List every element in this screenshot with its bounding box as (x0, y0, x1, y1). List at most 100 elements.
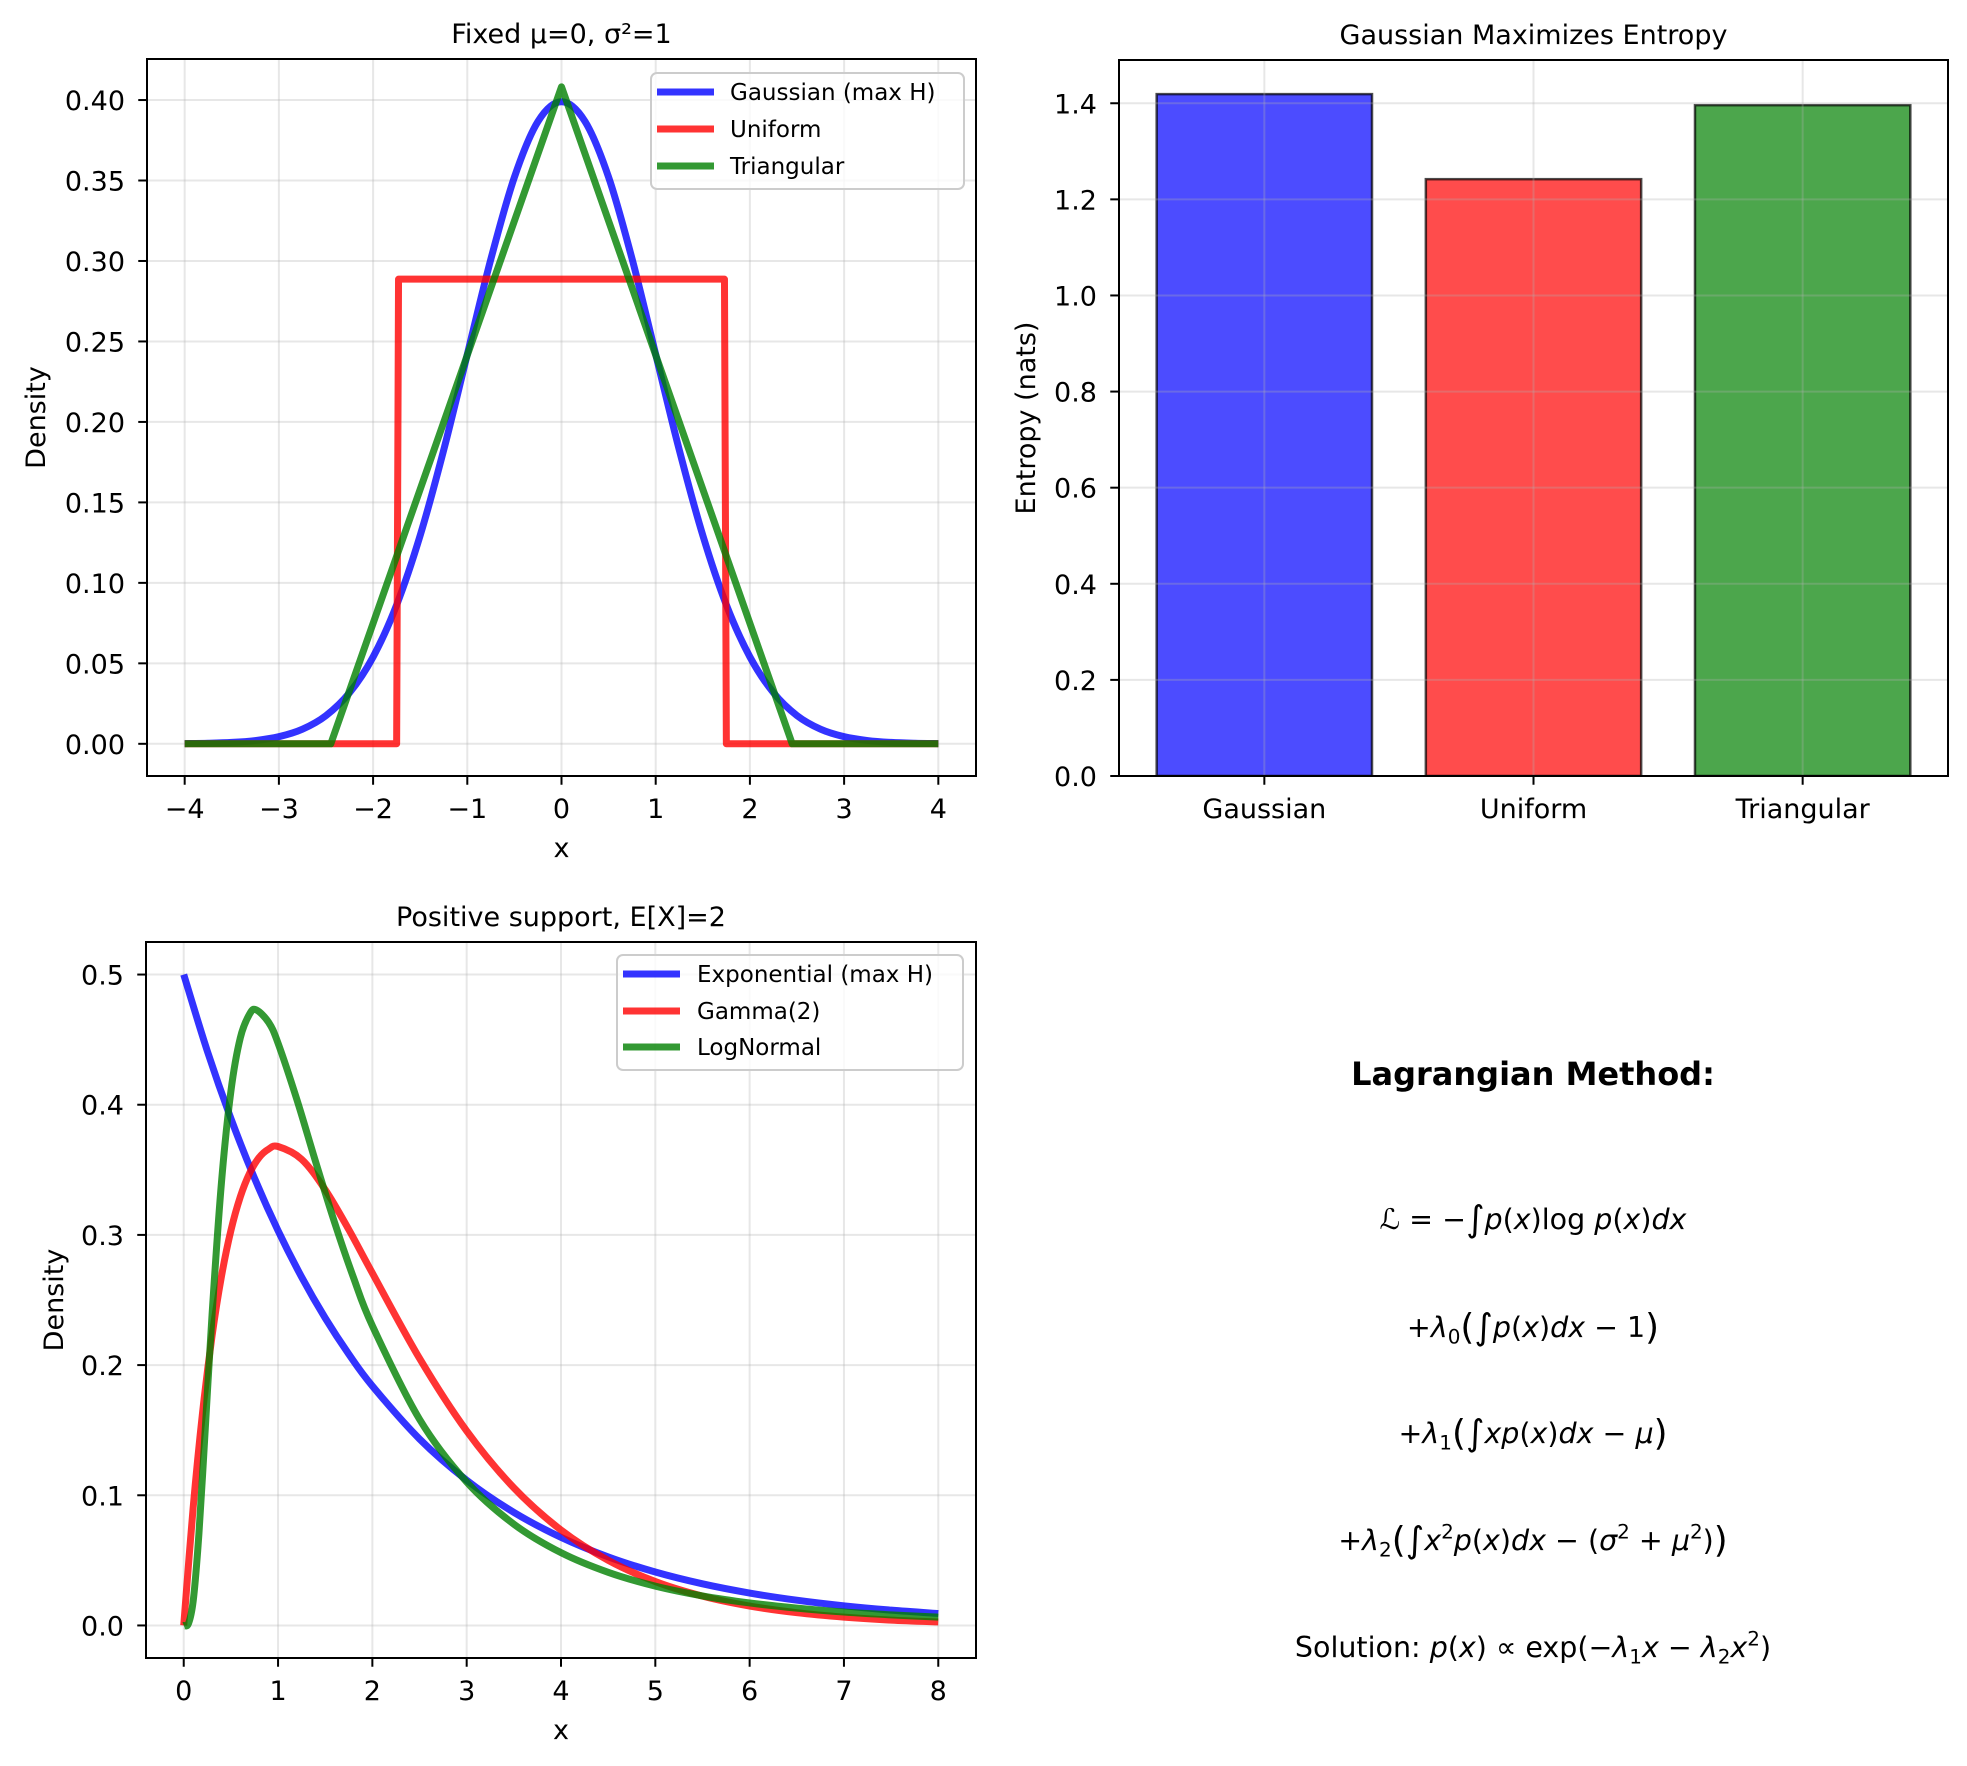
math-segment: ( (1452, 1413, 1466, 1454)
y-tick-label: 0.40 (65, 86, 125, 117)
math-segment: dx (1511, 1524, 1547, 1557)
x-tick-label: 3 (458, 1676, 475, 1707)
math-segment: p (1484, 1203, 1503, 1236)
math-segment: ∫ (1466, 1413, 1485, 1454)
math-segment: ) (1714, 1520, 1728, 1561)
math-segment: x (1530, 1417, 1549, 1450)
x-tick-label: 3 (836, 794, 853, 825)
math-segment: ) (1640, 1203, 1651, 1236)
y-tick-label: 0.4 (1054, 570, 1097, 601)
bar-uniform (1424, 177, 1643, 776)
math-segment: p (1429, 1631, 1448, 1664)
y-tick-label: 0.4 (81, 1091, 124, 1122)
math-segment: 2 (1441, 1520, 1454, 1544)
legend: Gaussian (max H) Uniform Triangular (650, 72, 965, 190)
bar-triangular (1693, 103, 1912, 776)
math-segment: dx (1559, 1417, 1595, 1450)
series-line-uniform (184, 275, 939, 748)
y-tick-label: 0.2 (81, 1351, 124, 1382)
math-segment: 1 (1439, 1430, 1452, 1454)
math-segment: λ (1699, 1631, 1718, 1664)
series-line-triangular (184, 83, 939, 748)
x-axis-label: x (554, 833, 570, 864)
bars (1155, 92, 1912, 776)
math-segment: ( (1460, 1307, 1474, 1348)
math-segment: ) (1703, 1524, 1714, 1557)
math-segment: ( (1612, 1203, 1623, 1236)
math-segment: x (1513, 1203, 1532, 1236)
x-axis: Gaussian Uniform Triangular (1202, 776, 1871, 825)
math-segment: ) (1500, 1524, 1511, 1557)
chart-panel-2: Gaussian Uniform Triangular 0.0 0.2 0.4 0.6 0.8… (1011, 20, 1949, 825)
math-segment: λ (1610, 1631, 1629, 1664)
math-segment: 0 (1448, 1324, 1461, 1348)
math-segment: ∫ (1406, 1520, 1425, 1561)
legend: Exponential (max H) Gamma(2) LogNormal (616, 954, 964, 1071)
x-tick-label: 4 (930, 794, 947, 825)
x-tick-label: 6 (741, 1676, 758, 1707)
y-tick-label: 1.2 (1054, 185, 1097, 216)
math-segment: ) (1547, 1417, 1558, 1450)
y-tick-label: 1.4 (1054, 89, 1097, 120)
y-tick-label: 0.8 (1054, 378, 1097, 409)
math-segment: σ (1599, 1524, 1618, 1557)
x-tick-label: 7 (835, 1676, 852, 1707)
solution-line: Solution: p(x) ∝ exp(−λ1x − λ2x2) (1295, 1627, 1771, 1669)
math-segment: λ (1420, 1417, 1439, 1450)
math-segment: λ (1360, 1524, 1379, 1557)
series-line-lognormal (182, 1005, 939, 1630)
math-segment: ) (1645, 1307, 1659, 1348)
y-tick-label: 0.5 (81, 961, 124, 992)
math-segment: x (1423, 1524, 1442, 1557)
y-tick-label: 0.30 (65, 247, 125, 278)
math-segment: Solution: (1295, 1631, 1430, 1664)
math-segment: λ (1429, 1311, 1448, 1344)
math-segment: 2 (1379, 1537, 1392, 1561)
math-segment: − ( (1546, 1524, 1599, 1557)
math-segment: + (1630, 1524, 1672, 1557)
x-tick-label: −3 (259, 794, 299, 825)
math-segment: ) (1539, 1311, 1550, 1344)
math-segment: ) ∝ exp(− (1476, 1631, 1613, 1664)
x-tick-label: 0 (175, 1676, 192, 1707)
legend-entry: Triangular (657, 154, 845, 180)
legend-frame (650, 72, 965, 190)
y-tick-label: 0.15 (65, 488, 125, 519)
math-segment: + (1338, 1524, 1362, 1557)
y-tick-label: 0.20 (65, 408, 125, 439)
math-segment: xp (1483, 1417, 1519, 1450)
y-axis-label: Density (21, 366, 52, 469)
y-tick-label: 0.0 (81, 1611, 124, 1642)
math-segment: ∫ (1474, 1307, 1493, 1348)
math-segment: x (1458, 1631, 1477, 1664)
math-segment: + (1398, 1417, 1422, 1450)
math-segment: 2 (1617, 1520, 1630, 1544)
x-tick-label: 1 (647, 794, 664, 825)
y-tick-label: 0.0 (1054, 762, 1097, 793)
y-axis: 0.0 0.2 0.4 0.6 0.8 1.0 1.2 1.4 Entropy (nats) (1011, 89, 1119, 793)
math-segment: )log (1531, 1203, 1595, 1236)
math-segment: dx (1651, 1203, 1687, 1236)
math-segment: p (1492, 1311, 1511, 1344)
x-tick-label: 8 (930, 1676, 947, 1707)
x-tick-label: Uniform (1480, 794, 1587, 825)
math-segment: x (1482, 1524, 1501, 1557)
math-segment: μ (1671, 1524, 1690, 1557)
chart-panel-3: 0 1 2 3 4 5 6 7 8 x 0.0 0.1 0.2 0.3 0.4 0.5 Density Posit… (39, 902, 977, 1746)
y-tick-label: 0.3 (81, 1221, 124, 1252)
x-tick-label: 2 (741, 794, 758, 825)
series-line-gaussian-max-h (184, 98, 939, 748)
y-tick-label: 0.10 (65, 569, 125, 600)
math-segment: p (1453, 1524, 1472, 1557)
equation-line-4: +λ2(∫x2p(x)dx − (σ2 + μ2)) (1338, 1520, 1727, 1562)
math-segment: ( (1472, 1524, 1483, 1557)
math-segment: dx (1550, 1311, 1586, 1344)
legend-label: Uniform (730, 117, 821, 143)
math-segment: ( (1503, 1203, 1514, 1236)
equation-line-1: ℒ = −∫p(x)log p(x)dx (1380, 1199, 1688, 1240)
math-segment: x (1729, 1631, 1748, 1664)
chart-title: Positive support, E[X]=2 (396, 902, 726, 933)
math-segment: ) (1654, 1413, 1668, 1454)
x-tick-label: Gaussian (1202, 794, 1326, 825)
